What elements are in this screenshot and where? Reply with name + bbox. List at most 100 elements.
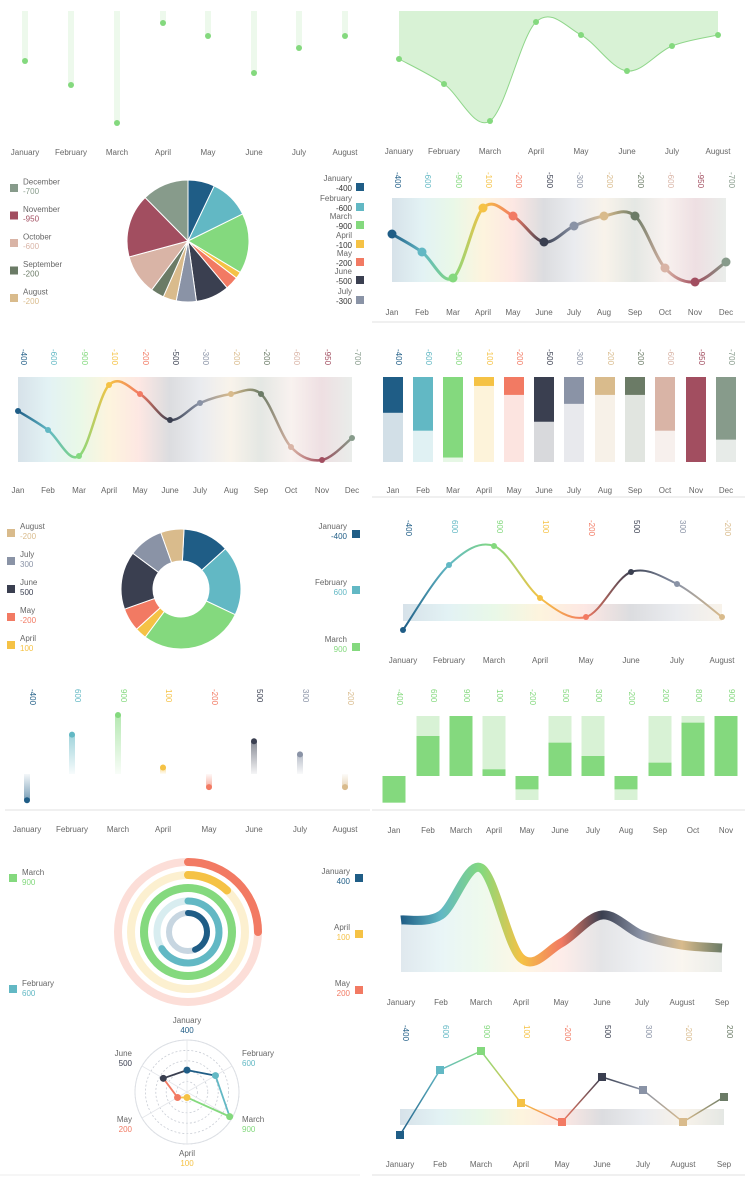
data-point (715, 32, 721, 38)
value-label: -200 (627, 689, 636, 706)
x-tick-label: Mar (446, 486, 460, 495)
data-point (137, 391, 143, 397)
data-point (258, 391, 264, 397)
data-point (537, 595, 543, 601)
x-tick-label: May (201, 825, 216, 834)
x-tick-label: June (535, 486, 553, 495)
axis-value: 100 (180, 1159, 194, 1168)
axis-label: February (242, 1049, 274, 1058)
x-tick-label: March (107, 825, 129, 834)
legend-swatch (356, 183, 364, 191)
value-label: -200 (587, 520, 596, 537)
value-label: -200 (605, 172, 614, 189)
legend-value: -100 (336, 241, 353, 250)
value-label: -950 (696, 172, 705, 189)
data-point (441, 81, 447, 87)
bar (564, 377, 584, 404)
x-tick-label: Jan (386, 308, 399, 317)
legend-label: October (23, 233, 52, 242)
ring-bar (184, 858, 262, 936)
bar-track (342, 774, 348, 788)
value-label: 300 (678, 520, 687, 534)
band-area (18, 377, 352, 462)
value-label: -300 (575, 349, 584, 366)
data-point (115, 712, 121, 718)
data-point (106, 382, 112, 388)
bar-track (160, 767, 166, 774)
x-tick-label: April (532, 656, 548, 665)
value-label: -600 (49, 349, 58, 366)
data-point (183, 1093, 191, 1101)
data-point (569, 221, 579, 231)
data-point (396, 1131, 404, 1139)
x-tick-label: July (567, 486, 581, 495)
value-label: -200 (232, 349, 241, 366)
bar (383, 377, 403, 413)
x-tick-label: Mar (72, 486, 86, 495)
axis-value: 500 (119, 1059, 133, 1068)
legend-label: January (324, 174, 352, 183)
legend-label: May (335, 979, 350, 988)
chart-area-thick: January Feb March April May June July August Sep (387, 862, 730, 1007)
bar (534, 377, 554, 422)
value-label: -200 (514, 172, 523, 189)
legend-swatch (10, 266, 18, 275)
data-point (68, 82, 74, 88)
x-tick-label: June (161, 486, 179, 495)
value-label: -600 (666, 349, 675, 366)
legend-swatch (7, 585, 15, 593)
x-tick-label: July (670, 656, 684, 665)
x-tick-label: Sep (254, 486, 269, 495)
legend-value: -200 (23, 270, 40, 279)
value-label: -200 (346, 689, 355, 706)
x-tick-label: Nov (719, 826, 733, 835)
legend-label: February (315, 578, 347, 587)
value-label: -600 (423, 172, 432, 189)
axis-label: January (173, 1016, 201, 1025)
x-tick-label: June (245, 825, 263, 834)
x-tick-label: March (106, 148, 128, 157)
data-point (417, 247, 427, 257)
legend-swatch (356, 240, 364, 248)
bar (474, 377, 494, 386)
x-tick-label: May (553, 998, 568, 1007)
legend-value: 900 (22, 878, 36, 887)
area-fill (401, 867, 722, 972)
value-label: -500 (545, 349, 554, 366)
data-point (478, 203, 488, 213)
legend-label: March (22, 868, 44, 877)
legend-value: 100 (337, 933, 351, 942)
radar-edge (186, 1096, 231, 1118)
data-point (22, 58, 28, 64)
bar (716, 377, 736, 440)
data-point (669, 43, 675, 49)
data-point (251, 70, 257, 76)
bar (504, 377, 524, 395)
legend-swatch (7, 613, 15, 621)
x-tick-label: February (55, 148, 87, 157)
bar-track (114, 11, 120, 123)
x-tick-label: May (132, 486, 147, 495)
value-label: 200 (661, 689, 670, 703)
legend-value: 500 (20, 588, 34, 597)
x-tick-label: August (671, 1160, 697, 1169)
x-tick-label: April (486, 826, 502, 835)
x-tick-label: January (386, 1160, 414, 1169)
bar (548, 742, 572, 776)
data-point (674, 581, 680, 587)
chart-bars-2: -400 Jan 600 Feb 900 March 100 April -200 May 500 J… (372, 689, 745, 835)
radar-spoke (186, 1065, 233, 1093)
value-label: -500 (545, 172, 554, 189)
data-point (436, 1066, 444, 1074)
legend-swatch (352, 586, 360, 594)
data-point (228, 391, 234, 397)
data-point (297, 751, 303, 758)
legend-value: -600 (336, 204, 353, 213)
bar-track (342, 11, 348, 36)
data-point (491, 543, 497, 549)
legend-swatch (356, 221, 364, 229)
legend-swatch (7, 557, 15, 565)
chart-area-1: January February March April May June July Augu… (385, 11, 731, 156)
